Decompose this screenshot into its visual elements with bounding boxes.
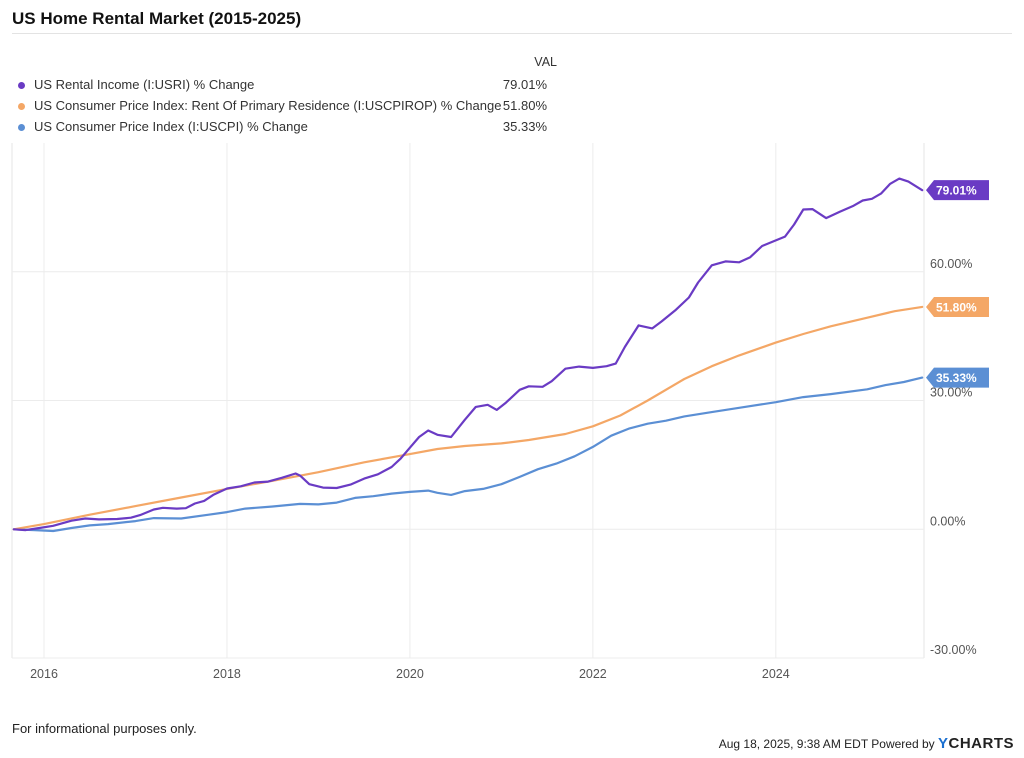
end-value-flag-1: [926, 296, 989, 317]
x-tick-label: 2022: [579, 667, 607, 681]
end-value-flag-0: [926, 180, 989, 201]
end-value-label-1: 51.80%: [936, 300, 977, 314]
legend-item-value: 51.80%: [502, 98, 547, 113]
legend-item-label: US Rental Income (I:USRI) % Change: [34, 77, 255, 92]
timestamp: Aug 18, 2025, 9:38 AM EDT Powered by: [718, 737, 935, 751]
legend-dot-icon: [18, 103, 25, 110]
legend-item-rental-income[interactable]: US Rental Income (I:USRI) % Change 79.01…: [12, 76, 557, 94]
legend-item-value: 79.01%: [502, 77, 547, 92]
legend-item-value: 35.33%: [502, 119, 547, 134]
legend-item-label: US Consumer Price Index (I:USCPI) % Chan…: [34, 119, 308, 134]
end-value-flag-2: [926, 367, 989, 388]
end-value-label-0: 79.01%: [936, 184, 977, 198]
y-tick-label: -30.00%: [930, 643, 977, 657]
legend-item-cpi[interactable]: US Consumer Price Index (I:USCPI) % Chan…: [12, 118, 557, 136]
footer-attribution: Aug 18, 2025, 9:38 AM EDT Powered by YCH…: [719, 735, 1014, 752]
title-divider: [12, 33, 1012, 34]
x-tick-label: 2018: [213, 667, 241, 681]
end-value-label-2: 35.33%: [936, 371, 977, 385]
chart-title: US Home Rental Market (2015-2025): [12, 9, 302, 28]
legend-dot-icon: [18, 82, 25, 89]
x-tick-label: 2020: [396, 667, 424, 681]
y-tick-label: 0.00%: [930, 514, 965, 528]
series-line-2: [12, 376, 924, 533]
x-tick-label: 2024: [762, 667, 790, 681]
legend-item-cpi-rent[interactable]: US Consumer Price Index: Rent Of Primary…: [12, 97, 557, 115]
series-line-1: [12, 305, 924, 531]
legend-dot-icon: [18, 124, 25, 131]
y-tick-label: 30.00%: [930, 386, 972, 400]
series-line-0: [12, 177, 924, 532]
disclaimer: For informational purposes only.: [12, 721, 197, 736]
legend-item-label: US Consumer Price Index: Rent Of Primary…: [34, 98, 502, 113]
y-tick-label: 60.00%: [930, 257, 972, 271]
ycharts-logo[interactable]: YCHARTS: [937, 735, 1014, 752]
x-tick-label: 2016: [30, 667, 58, 681]
legend-value-header: VAL: [534, 55, 557, 69]
